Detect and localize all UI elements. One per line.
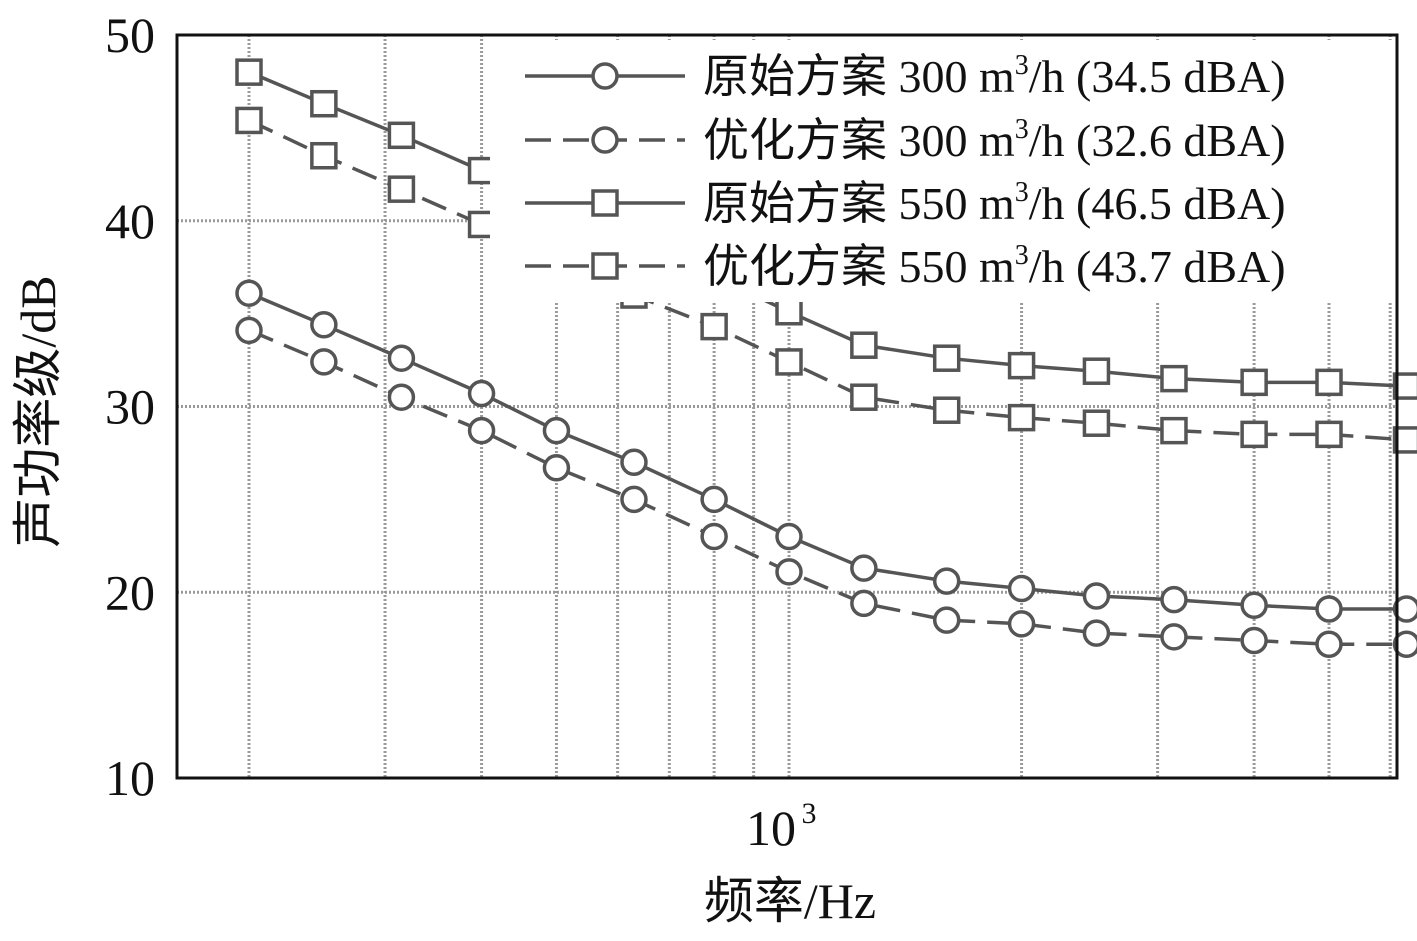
data-point <box>932 396 961 424</box>
data-point <box>1007 351 1036 380</box>
legend-item-3: 原始方案 550 m3/h (46.5 dBA) <box>525 177 1286 229</box>
data-point <box>467 210 496 239</box>
data-point <box>850 331 878 359</box>
data-point <box>1392 426 1417 454</box>
data-point <box>1082 619 1111 647</box>
data-point <box>387 383 416 411</box>
legend-marker <box>591 126 619 154</box>
x-tick-exponent: 3 <box>802 797 817 830</box>
data-point <box>542 454 571 482</box>
data-point <box>310 311 338 339</box>
data-point <box>775 558 803 586</box>
data-point <box>467 379 496 408</box>
y-tick-label: 50 <box>105 7 155 63</box>
data-point <box>1315 595 1343 623</box>
data-point <box>1392 595 1417 623</box>
legend-item-4: 优化方案 550 m3/h (43.7 dBA) <box>525 240 1286 292</box>
data-point <box>1007 610 1036 638</box>
series-2 <box>235 316 1417 659</box>
data-point <box>235 106 263 135</box>
y-axis-ticks: 10 20 30 40 50 <box>105 7 155 806</box>
data-point <box>1160 364 1188 393</box>
y-tick-label: 40 <box>105 193 155 249</box>
data-point <box>1240 591 1268 620</box>
data-point <box>1392 630 1417 659</box>
data-point <box>700 485 728 514</box>
data-point <box>1315 630 1343 659</box>
y-tick-label: 20 <box>105 564 155 620</box>
legend-label: 原始方案 550 m3/h (46.5 dBA) <box>703 177 1286 229</box>
data-point <box>310 89 338 118</box>
data-point <box>850 383 878 411</box>
x-axis-ticks: 10 3 <box>746 797 817 856</box>
y-axis-label: 声功率级/dB <box>10 275 66 547</box>
data-point <box>1240 420 1268 449</box>
data-point <box>1315 420 1343 449</box>
data-point <box>467 156 496 185</box>
legend-marker <box>591 189 619 217</box>
data-point <box>1315 368 1343 397</box>
legend-background <box>490 40 1395 302</box>
y-tick-label: 30 <box>105 379 155 435</box>
legend-label: 优化方案 550 m3/h (43.7 dBA) <box>703 240 1286 292</box>
data-point <box>235 279 263 307</box>
data-point <box>932 567 961 595</box>
data-point <box>1160 416 1188 445</box>
data-point <box>1240 368 1268 397</box>
data-point <box>932 606 961 634</box>
data-point <box>387 175 416 203</box>
series-4 <box>235 106 1417 454</box>
data-point <box>235 316 263 345</box>
series-line <box>248 291 1417 612</box>
data-point <box>1082 409 1111 437</box>
data-point <box>700 522 728 551</box>
data-point <box>1392 372 1417 400</box>
x-tick-label: 10 <box>746 800 796 856</box>
x-axis-label: 频率/Hz <box>704 873 876 929</box>
data-point <box>932 344 961 372</box>
legend-item-1: 原始方案 300 m3/h (34.5 dBA) <box>525 50 1286 102</box>
data-point <box>700 312 728 341</box>
y-tick-label: 10 <box>105 750 155 806</box>
data-point <box>1082 357 1111 385</box>
legend: 原始方案 300 m3/h (34.5 dBA) 优化方案 300 m3/h (3… <box>525 50 1286 292</box>
data-point <box>1240 626 1268 655</box>
legend-marker <box>591 62 619 90</box>
series-1 <box>235 279 1417 623</box>
data-point <box>775 298 803 326</box>
legend-marker <box>591 252 619 280</box>
data-point <box>542 416 571 445</box>
data-point <box>850 554 878 582</box>
data-point <box>1082 582 1111 610</box>
data-point <box>620 485 648 514</box>
data-point <box>310 141 338 170</box>
legend-label: 原始方案 300 m3/h (34.5 dBA) <box>703 50 1286 102</box>
data-point <box>1160 585 1188 614</box>
legend-label: 优化方案 300 m3/h (32.6 dBA) <box>703 114 1286 166</box>
data-point <box>387 121 416 150</box>
data-point <box>310 348 338 376</box>
data-point <box>850 589 878 618</box>
legend-item-2: 优化方案 300 m3/h (32.6 dBA) <box>525 114 1286 166</box>
data-point <box>467 416 496 445</box>
data-point <box>1007 574 1036 603</box>
data-point <box>775 522 803 551</box>
data-point <box>235 58 263 86</box>
data-point <box>620 448 648 476</box>
data-point <box>387 344 416 372</box>
plot-frame <box>175 33 1399 780</box>
data-point <box>1160 623 1188 651</box>
data-point <box>1007 403 1036 432</box>
data-point <box>775 348 803 376</box>
